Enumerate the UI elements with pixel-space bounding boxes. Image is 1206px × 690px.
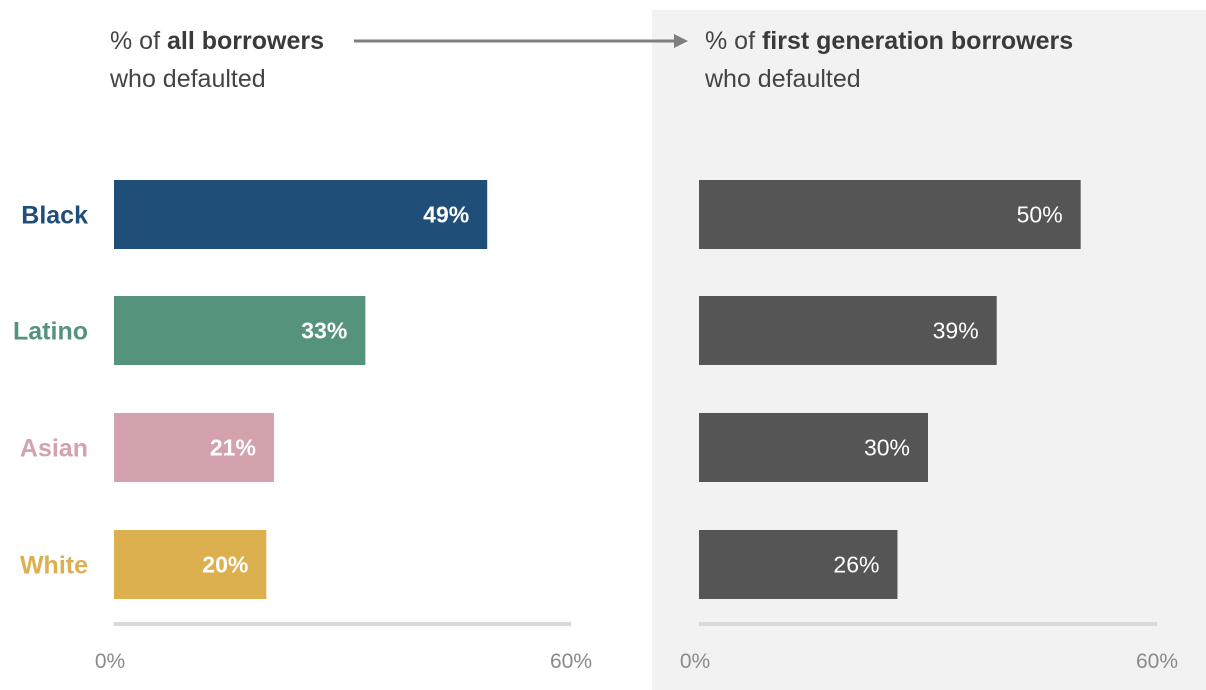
value-label-asian-2: 30% bbox=[864, 435, 910, 461]
chart-title-1: % of all borrowers bbox=[110, 27, 324, 55]
value-label-white-1: 20% bbox=[202, 552, 248, 578]
bar-white-1 bbox=[114, 530, 267, 599]
title-part: % of bbox=[110, 27, 167, 55]
bar-asian-2 bbox=[699, 413, 928, 482]
bar-asian-1 bbox=[114, 413, 274, 482]
bar-black-1 bbox=[114, 180, 488, 249]
tick-label-max-2: 60% bbox=[1136, 650, 1178, 673]
tick-label-max-1: 60% bbox=[550, 650, 592, 673]
category-label-black: Black bbox=[21, 202, 88, 230]
category-label-asian: Asian bbox=[20, 435, 88, 463]
title-arrow-head-icon bbox=[674, 34, 688, 48]
tick-label-min-1: 0% bbox=[95, 650, 125, 673]
tick-label-min-2: 0% bbox=[680, 650, 710, 673]
value-label-asian-1: 21% bbox=[210, 435, 256, 461]
bar-latino-1 bbox=[114, 296, 366, 365]
category-label-white: White bbox=[20, 552, 88, 580]
value-label-latino-2: 39% bbox=[933, 318, 979, 344]
title-part: all borrowers bbox=[167, 27, 324, 55]
value-label-black-2: 50% bbox=[1017, 202, 1063, 228]
value-label-latino-1: 33% bbox=[301, 318, 347, 344]
title-part: first generation borrowers bbox=[762, 27, 1073, 55]
bar-latino-2 bbox=[699, 296, 997, 365]
title-part: % of bbox=[705, 27, 762, 55]
chart-title-2: % of first generation borrowers bbox=[705, 27, 1073, 55]
chart-subtitle-2: who defaulted bbox=[704, 65, 861, 93]
chart-subtitle-1: who defaulted bbox=[109, 65, 266, 93]
value-label-black-1: 49% bbox=[423, 202, 469, 228]
value-label-white-2: 26% bbox=[833, 552, 879, 578]
bar-black-2 bbox=[699, 180, 1081, 249]
bar-white-2 bbox=[699, 530, 898, 599]
category-label-latino: Latino bbox=[13, 318, 88, 346]
